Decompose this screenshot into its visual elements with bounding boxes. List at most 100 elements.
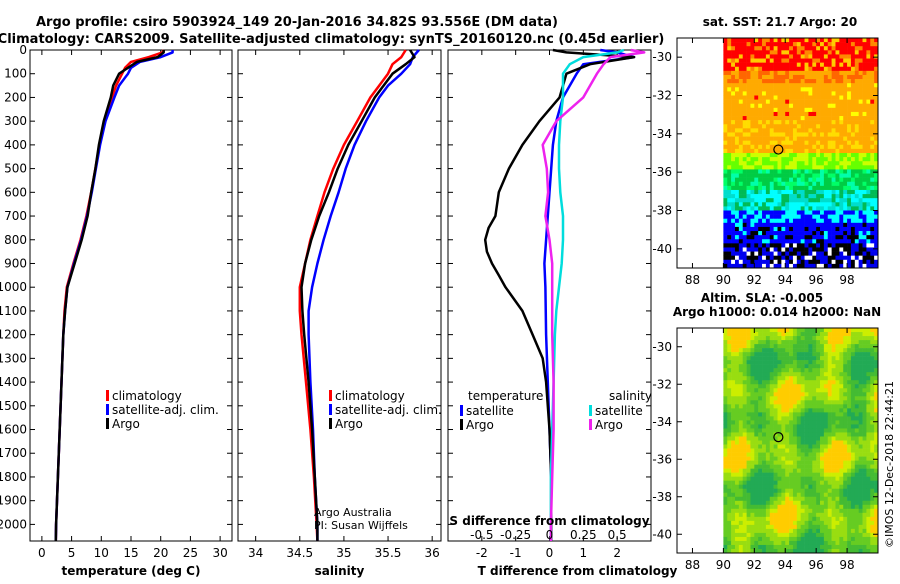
sla-map-cell: [835, 452, 840, 457]
sst-map-cell: [847, 99, 852, 105]
sla-map-cell: [750, 384, 755, 389]
sla-map-cell: [785, 380, 790, 385]
sst-map-cell: [843, 87, 848, 92]
sst-map-cell: [727, 62, 732, 68]
sst-map-cell: [808, 198, 813, 203]
sst-map-cell: [870, 251, 875, 256]
sst-map-cell: [765, 177, 771, 183]
sst-map-cell: [777, 46, 782, 51]
sst-map-cell: [800, 148, 805, 154]
sst-map-cell: [781, 198, 786, 203]
sla-map-cell: [820, 340, 825, 345]
sst-map-cell: [738, 91, 744, 96]
sst-map-cell: [792, 177, 798, 183]
sla-map-cell: [812, 344, 817, 349]
sla-map-cell: [734, 336, 740, 341]
sla-map-cell: [796, 508, 801, 514]
sla-map-cell: [816, 420, 821, 425]
sst-map-cell: [738, 83, 744, 88]
sst-map-cell: [731, 259, 736, 265]
sla-map-cell: [754, 544, 759, 550]
sla-map-cell: [843, 540, 848, 546]
sst-map-cell: [874, 91, 879, 96]
sla-map-cell: [789, 380, 794, 385]
sla-map-cell: [754, 464, 759, 469]
sst-map-cell: [823, 247, 829, 252]
sla-map-cell: [843, 396, 848, 401]
sst-map-cell: [777, 107, 782, 113]
sla-map-cell: [847, 476, 852, 481]
sst-map-cell: [870, 42, 875, 47]
sla-map-cell: [823, 540, 829, 546]
sla-map-cell: [808, 532, 813, 538]
sla-map-cell: [847, 448, 852, 453]
sla-map-cell: [734, 472, 740, 477]
sst-map-cell: [734, 74, 740, 80]
sla-map-cell: [750, 420, 755, 425]
sst-map-cell: [762, 214, 767, 220]
sla-map-cell: [742, 512, 747, 518]
sst-map-cell: [758, 70, 763, 76]
sst-map-cell: [874, 259, 879, 265]
sst-map-cell: [827, 124, 832, 129]
sla-map-cell: [769, 536, 774, 542]
sla-map-cell: [816, 384, 821, 389]
sla-map-cell: [731, 404, 736, 409]
sst-map-cell: [773, 263, 778, 269]
sla-map-cell: [723, 444, 728, 449]
sla-map-cell: [734, 496, 740, 502]
legend-label: Argo: [466, 418, 494, 432]
sla-map-cell: [827, 536, 832, 542]
sst-map-cell: [742, 120, 747, 125]
sst-map-cell: [750, 231, 755, 236]
sla-map-cell: [862, 508, 867, 514]
map-y-tick-label: -34: [652, 127, 672, 141]
sla-map-cell: [874, 472, 879, 477]
sst-map-cell: [827, 79, 832, 84]
sla-map-cell: [804, 388, 809, 393]
sst-map-cell: [827, 91, 832, 96]
sst-map-cell: [843, 214, 848, 220]
sla-map-cell: [823, 344, 829, 349]
sla-map-cell: [777, 476, 782, 481]
sst-map-cell: [727, 243, 732, 248]
sla-map-cell: [754, 452, 759, 457]
sla-map-cell: [777, 380, 782, 385]
sst-map-cell: [808, 235, 813, 240]
sla-map-cell: [854, 332, 859, 337]
sst-map-cell: [762, 247, 767, 252]
sla-map-cell: [839, 360, 844, 365]
sla-map-cell: [781, 508, 786, 514]
sla-map-cell: [769, 336, 774, 341]
sla-map-cell: [827, 392, 832, 397]
sst-map-cell: [742, 74, 747, 80]
sst-map-cell: [742, 247, 747, 252]
sst-map-cell: [823, 181, 829, 187]
sla-map-cell: [804, 332, 809, 337]
sla-map-cell: [762, 476, 767, 481]
sst-map-cell: [866, 128, 871, 133]
sst-map-cell: [820, 251, 825, 256]
sla-map-cell: [839, 496, 844, 502]
sla-map-cell: [754, 548, 759, 554]
sst-map-cell: [835, 177, 840, 183]
sst-map-cell: [831, 247, 836, 252]
sst-map-cell: [858, 95, 863, 100]
sla-map-cell: [866, 472, 871, 477]
sla-map-cell: [769, 404, 774, 409]
sla-map-cell: [850, 444, 856, 449]
sla-map-cell: [754, 420, 759, 425]
sla-map-cell: [808, 508, 813, 514]
sla-map-cell: [789, 416, 794, 421]
sla-map-cell: [727, 512, 732, 518]
sst-map-cell: [785, 83, 790, 88]
series-line-argo: [300, 49, 416, 541]
sst-map-cell: [839, 46, 844, 51]
sst-map-cell: [862, 153, 867, 158]
sst-map-cell: [870, 239, 875, 244]
sla-map-cell: [812, 512, 817, 518]
sla-map-cell: [847, 388, 852, 393]
sst-map-cell: [742, 124, 747, 129]
sla-map-cell: [777, 332, 782, 337]
sla-map-cell: [769, 360, 774, 365]
